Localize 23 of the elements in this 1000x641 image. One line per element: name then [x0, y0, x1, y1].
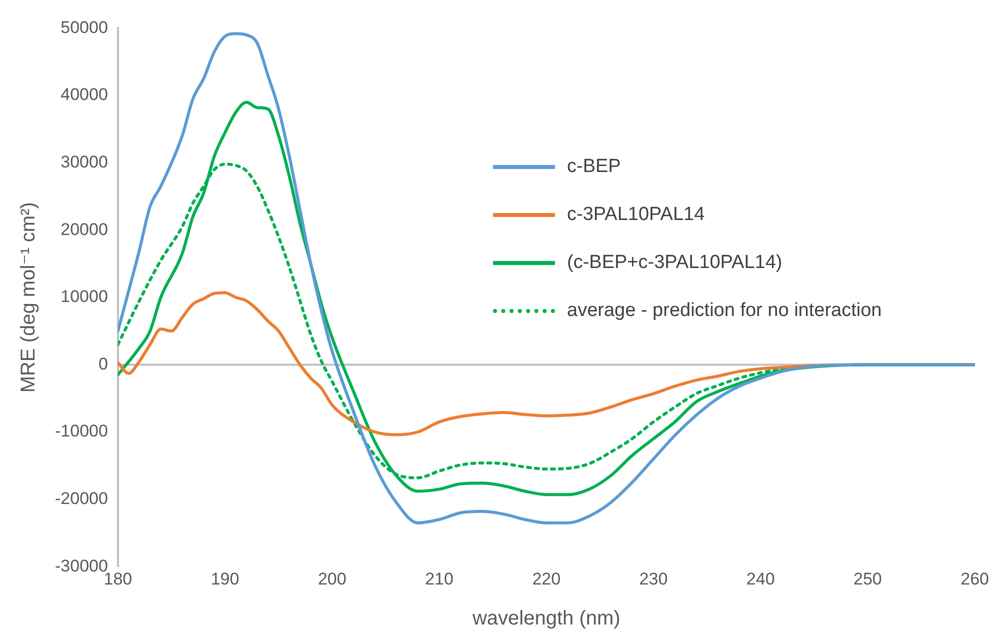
x-tick-label: 190 [210, 569, 240, 588]
x-tick-label: 260 [960, 569, 990, 588]
legend-label: (c-BEP+c-3PAL10PAL14) [567, 252, 782, 274]
x-tick-label: 210 [425, 569, 454, 588]
legend-label: average - prediction for no interaction [567, 300, 882, 322]
y-tick-label: 0 [98, 354, 108, 374]
y-tick-label: 10000 [60, 287, 108, 306]
y-axis-title: MRE (deg mol⁻¹ cm²) [18, 202, 40, 393]
x-tick-label: 250 [854, 569, 882, 588]
x-tick-label: 200 [318, 569, 346, 588]
legend-label: c-3PAL10PAL14 [567, 204, 705, 226]
y-tick-label: 30000 [60, 152, 108, 172]
legend-label: c-BEP [567, 156, 621, 178]
x-tick-label: 230 [639, 569, 668, 588]
y-tick-label: 20000 [60, 220, 108, 239]
line-series [118, 32, 975, 524]
y-tick-label: 50000 [60, 18, 108, 37]
y-tick-label: -20000 [54, 488, 108, 508]
x-tick-label: 220 [532, 569, 561, 588]
y-tick-label: 40000 [60, 85, 108, 104]
x-tick-label: 240 [746, 569, 775, 588]
x-axis-title: wavelength (nm) [471, 608, 620, 630]
y-tick-label: -10000 [54, 422, 108, 441]
